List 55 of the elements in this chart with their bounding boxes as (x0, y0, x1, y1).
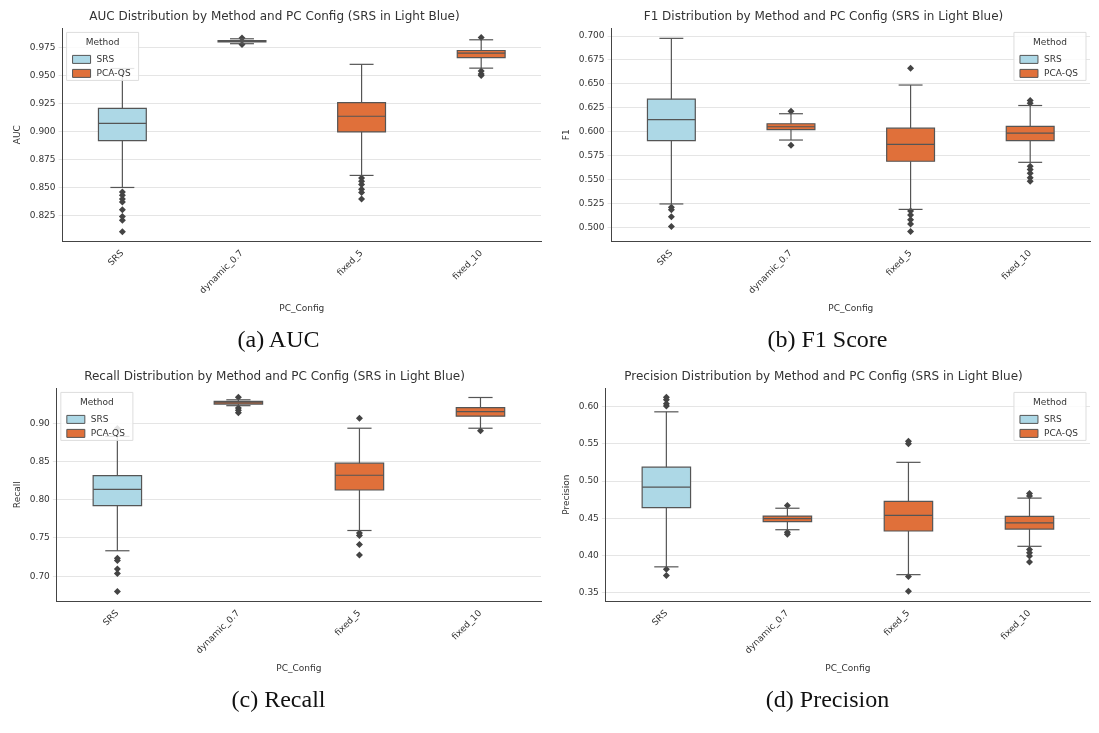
legend-title: Method (79, 396, 114, 407)
legend-label: PCA-QS (90, 427, 126, 438)
chart-title: F1 Distribution by Method and PC Config (SRS in Light Blue) (643, 9, 1004, 24)
y-tick-label: 0.70 (29, 570, 51, 581)
y-tick-label: 0.85 (29, 455, 50, 466)
y-tick-label: 0.525 (578, 197, 605, 208)
legend-label: SRS (96, 53, 115, 64)
y-tick-label: 0.550 (578, 173, 605, 184)
legend-title: Method (1033, 396, 1067, 407)
y-tick-label: 0.675 (578, 54, 605, 65)
y-tick-label: 0.625 (578, 102, 605, 113)
legend-label: PCA-QS (1043, 67, 1079, 78)
chart-title: AUC Distribution by Method and PC Config (SRS in Light Blue) (89, 9, 460, 24)
y-tick-label: 0.50 (578, 475, 600, 486)
y-axis-title: Recall (11, 481, 22, 509)
y-tick-label: 0.850 (29, 181, 56, 192)
y-tick-label: 0.80 (29, 494, 51, 505)
y-tick-label: 0.35 (578, 586, 599, 597)
y-tick-label: 0.75 (29, 532, 50, 543)
y-tick-label: 0.500 (578, 221, 605, 232)
legend-title: Method (1033, 36, 1067, 47)
legend-label: PCA-QS (96, 67, 131, 78)
y-tick-label: 0.700 (578, 30, 605, 41)
x-axis-title: PC_Config (828, 302, 874, 313)
y-axis-title: Precision (560, 474, 571, 515)
y-axis-title: F1 (560, 129, 571, 141)
y-tick-label: 0.825 (29, 209, 56, 220)
y-tick-label: 0.90 (29, 417, 51, 428)
text: (a) AUC (236, 326, 321, 353)
x-axis-title: PC_Config (279, 302, 325, 313)
y-tick-label: 0.975 (29, 42, 56, 53)
legend-label: SRS (1043, 53, 1062, 64)
chart-title: Precision Distribution by Method and PC Config (SRS in Light Blue) (624, 369, 1023, 384)
text: (b) F1 Score (766, 326, 889, 353)
x-axis-title: PC_Config (276, 662, 322, 673)
y-tick-label: 0.950 (29, 70, 56, 81)
y-tick-label: 0.575 (578, 149, 605, 160)
legend-title: Method (85, 36, 120, 47)
y-tick-label: 0.650 (578, 78, 605, 89)
legend-label: SRS (90, 413, 109, 424)
chart-title: Recall Distribution by Method and PC Config (SRS in Light Blue) (84, 369, 465, 384)
y-axis-title: AUC (11, 125, 22, 145)
text: (c) Recall (230, 686, 327, 713)
x-axis-title: PC_Config (825, 662, 871, 673)
y-tick-label: 0.45 (578, 512, 599, 523)
legend-label: PCA-QS (1043, 427, 1079, 438)
y-tick-label: 0.925 (29, 98, 56, 109)
y-tick-label: 0.55 (578, 438, 599, 449)
y-tick-label: 0.600 (578, 126, 605, 137)
y-tick-label: 0.900 (29, 126, 56, 136)
y-tick-label: 0.40 (578, 549, 600, 560)
y-tick-label: 0.60 (578, 400, 600, 411)
y-tick-label: 0.875 (29, 153, 56, 164)
legend-label: SRS (1043, 413, 1062, 424)
text: (d) Precision (764, 686, 891, 713)
